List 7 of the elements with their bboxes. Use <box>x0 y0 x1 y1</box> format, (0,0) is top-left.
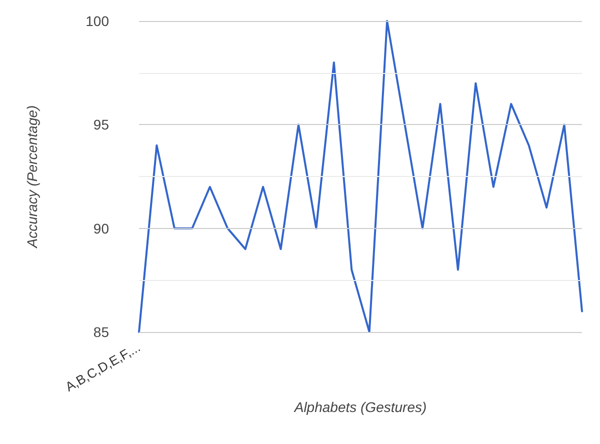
y-tick-label: 85 <box>93 324 110 340</box>
y-tick-label: 95 <box>93 116 110 133</box>
x-axis-title: Alphabets (Gestures) <box>293 399 427 415</box>
y-tick-label: 100 <box>86 13 110 29</box>
y-axis-title: Accuracy (Percentage) <box>24 105 40 249</box>
line-series <box>138 20 583 333</box>
y-tick-label: 90 <box>93 220 110 236</box>
